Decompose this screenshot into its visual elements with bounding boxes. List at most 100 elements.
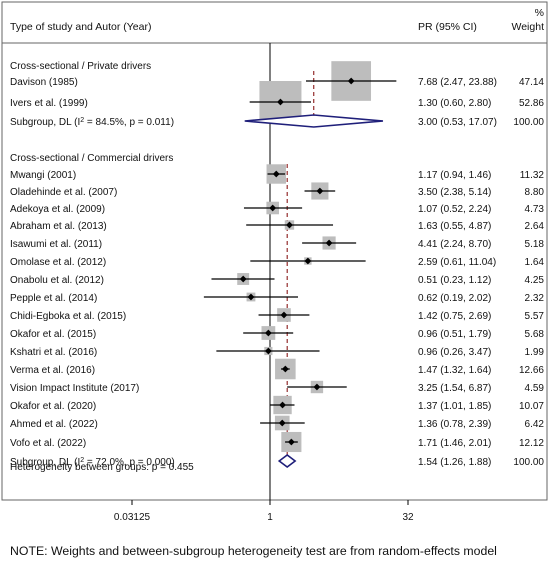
point-estimate (239, 275, 247, 283)
study-name: Vision Impact Institute (2017) (10, 383, 139, 394)
subgroup-diamond (277, 453, 297, 469)
subgroup-label-start: Subgroup, DL (I (10, 117, 80, 128)
point-estimate (304, 257, 312, 265)
study-row: Abraham et al. (2013) 1.63 (0.55, 4.87) 2.… (10, 220, 544, 232)
ci-value: 7.68 (2.47, 23.88) (418, 77, 497, 88)
ci-value: 1.47 (1.32, 1.64) (418, 365, 491, 376)
ci-value: 1.42 (0.75, 2.69) (418, 311, 491, 322)
x-axis: 0.03125 1 32 (114, 500, 414, 523)
heterogeneity-text: Heterogeneity between groups: p = 0.455 (10, 462, 194, 473)
ci-value: 1.54 (1.26, 1.88) (418, 457, 491, 468)
x-tick-label: 32 (402, 512, 414, 523)
study-row: Adekoya et al. (2009) 1.07 (0.52, 2.24) 4.… (10, 201, 545, 215)
forest-plot: Type of study and Autor (Year) PR (95% C… (1, 1, 548, 523)
subgroup-row: Subgroup, DL (I2 = 84.5%, p = 0.011) 3.00… (10, 114, 544, 129)
study-name: Kshatri et al. (2016) (10, 347, 97, 358)
ci-value: 3.25 (1.54, 6.87) (418, 383, 491, 394)
study-name: Mwangi (2001) (10, 170, 76, 181)
point-estimate (264, 329, 272, 337)
ci-value: 1.37 (1.01, 1.85) (418, 401, 491, 412)
subgroup-label-start: Subgroup, DL (I (10, 457, 80, 468)
study-name: Davison (1985) (10, 77, 78, 88)
weight-value: 4.25 (525, 275, 545, 286)
study-row: Mwangi (2001) 1.17 (0.94, 1.46) 11.32 (10, 164, 544, 184)
study-name: Omolase et al. (2012) (10, 257, 106, 268)
study-name: Vofo et al. (2022) (10, 438, 86, 449)
weight-value: 5.68 (525, 329, 545, 340)
study-row: Onabolu et al. (2012) 0.51 (0.23, 1.12) 4.… (10, 273, 544, 286)
study-name: Okafor et al. (2020) (10, 401, 96, 412)
ci-value: 0.62 (0.19, 2.02) (418, 293, 491, 304)
ci-value: 3.00 (0.53, 17.07) (418, 117, 497, 128)
table-header: Type of study and Autor (Year) PR (95% C… (10, 7, 544, 33)
point-estimate (277, 98, 284, 106)
point-estimate (287, 438, 295, 446)
study-name: Verma et al. (2016) (10, 365, 95, 376)
study-name: Okafor et al. (2015) (10, 329, 96, 340)
weight-value: 1.64 (525, 257, 545, 268)
subgroup-label-end: = 84.5%, p = 0.011) (84, 117, 174, 128)
weight-value: 52.86 (519, 98, 544, 109)
study-row: Pepple et al. (2014) 0.62 (0.19, 2.02) 2.3… (10, 292, 544, 304)
study-row: Omolase et al. (2012) 2.59 (0.61, 11.04) 1… (10, 257, 544, 268)
point-estimate (247, 293, 255, 301)
study-row: Verma et al. (2016) 1.47 (1.32, 1.64) 12.6… (10, 358, 544, 380)
weight-value: 12.12 (519, 438, 544, 449)
point-estimate (281, 365, 289, 373)
subgroup-label: Subgroup, DL (I2 = 84.5%, p = 0.011) (10, 117, 174, 129)
study-row: Ahmed et al. (2022) 1.36 (0.78, 2.39) 6.42 (10, 415, 545, 431)
point-estimate (316, 187, 324, 195)
weight-percent-symbol: % (535, 7, 544, 19)
weight-value: 8.80 (525, 187, 545, 198)
weight-value: 10.07 (519, 401, 544, 412)
weight-value: 4.59 (525, 383, 545, 394)
point-estimate (264, 347, 272, 355)
ci-value: 3.50 (2.38, 5.14) (418, 187, 491, 198)
point-estimate (278, 419, 286, 427)
study-name: Isawumi et al. (2011) (10, 239, 102, 250)
point-estimate (280, 311, 288, 319)
subgroup-diamond (244, 114, 384, 128)
ci-value: 0.51 (0.23, 1.12) (418, 275, 491, 286)
subgroup-row: Subgroup, DL (I2 = 72.0%, p = 0.000) 1.54… (10, 453, 544, 469)
point-estimate (279, 401, 286, 409)
subgroup-label-end: = 72.0%, p = 0.000) (84, 457, 175, 468)
weight-value: 4.73 (525, 204, 545, 215)
study-row: Vofo et al. (2022) 1.71 (1.46, 2.01) 12.12 (10, 431, 544, 453)
study-name: Ivers et al. (1999) (10, 98, 88, 109)
point-estimate (347, 77, 355, 85)
x-tick-label: 1 (267, 512, 273, 523)
study-row: Kshatri et al. (2016) 0.96 (0.26, 3.47) 1.… (10, 346, 544, 358)
weight-value: 47.14 (519, 77, 544, 88)
study-name: Adekoya et al. (2009) (10, 204, 105, 215)
weight-value: 5.18 (525, 239, 545, 250)
study-name: Onabolu et al. (2012) (10, 275, 104, 286)
study-row: Oladehinde et al. (2007) 3.50 (2.38, 5.14… (10, 182, 545, 200)
ci-value: 2.59 (0.61, 11.04) (418, 257, 496, 268)
ci-value: 1.30 (0.60, 2.80) (418, 98, 491, 109)
ci-value: 1.17 (0.94, 1.46) (418, 170, 491, 181)
footnote: NOTE: Weights and between-subgroup heter… (10, 544, 497, 558)
point-estimate (269, 204, 277, 212)
subgroup-label: Subgroup, DL (I2 = 72.0%, p = 0.000) (10, 457, 175, 469)
weight-column-header: Weight (512, 21, 545, 33)
study-row: Isawumi et al. (2011) 4.41 (2.24, 8.70) 5.… (10, 236, 544, 250)
point-estimate (313, 383, 321, 391)
weight-value: 5.57 (525, 311, 545, 322)
x-tick-label: 0.03125 (114, 512, 151, 523)
ci-value: 4.41 (2.24, 8.70) (418, 239, 491, 250)
group-title: Cross-sectional / Commercial drivers (10, 153, 173, 164)
weight-value: 12.66 (519, 365, 544, 376)
study-name: Ahmed et al. (2022) (10, 419, 98, 430)
ci-value: 1.36 (0.78, 2.39) (418, 419, 491, 430)
subgroup-label-superscript: 2 (80, 457, 84, 464)
study-row: Okafor et al. (2015) 0.96 (0.51, 1.79) 5.6… (10, 326, 544, 340)
weight-value: 100.00 (513, 457, 544, 468)
forest-rows: Cross-sectional / Private driversDavison… (10, 43, 544, 500)
point-estimate (272, 170, 280, 178)
study-name: Oladehinde et al. (2007) (10, 187, 117, 198)
ci-value: 0.96 (0.51, 1.79) (418, 329, 491, 340)
study-row: Vision Impact Institute (2017) 3.25 (1.54… (10, 380, 545, 394)
study-row: Chidi-Egboka et al. (2015) 1.42 (0.75, 2.… (10, 308, 544, 322)
weight-value: 6.42 (525, 419, 545, 430)
